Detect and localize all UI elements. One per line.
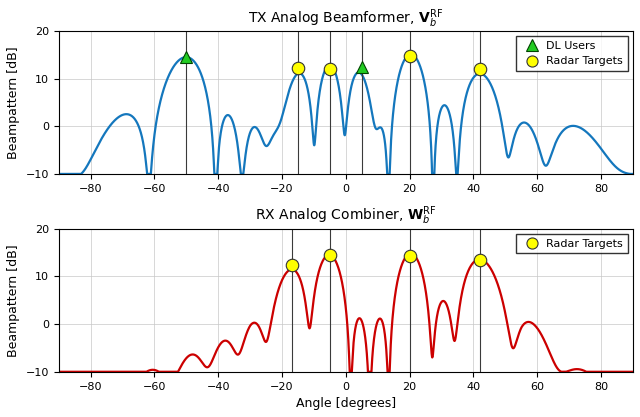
Y-axis label: Beampattern [dB]: Beampattern [dB]: [7, 244, 20, 357]
Legend: DL Users, Radar Targets: DL Users, Radar Targets: [516, 36, 627, 71]
Title: RX Analog Combiner, $\mathbf{W}_b^{\mathrm{RF}}$: RX Analog Combiner, $\mathbf{W}_b^{\math…: [255, 205, 436, 227]
Legend: Radar Targets: Radar Targets: [516, 234, 627, 253]
Y-axis label: Beampattern [dB]: Beampattern [dB]: [7, 46, 20, 159]
X-axis label: Angle [degrees]: Angle [degrees]: [296, 397, 396, 410]
Title: TX Analog Beamformer, $\mathbf{V}_b^{\mathrm{RF}}$: TX Analog Beamformer, $\mathbf{V}_b^{\ma…: [248, 7, 444, 30]
